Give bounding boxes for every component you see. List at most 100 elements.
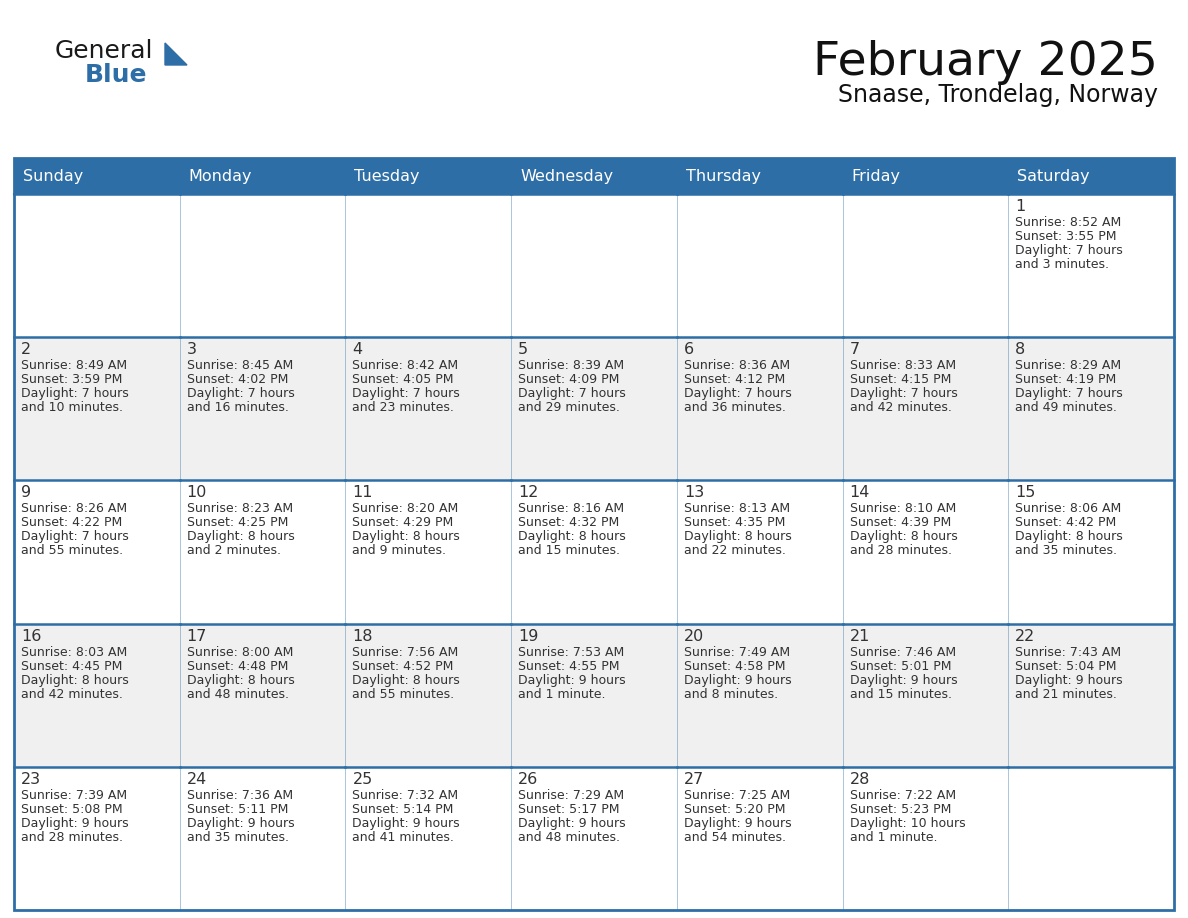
Text: Sunrise: 7:53 AM: Sunrise: 7:53 AM — [518, 645, 625, 658]
Text: 5: 5 — [518, 342, 529, 357]
Text: Sunrise: 7:29 AM: Sunrise: 7:29 AM — [518, 789, 624, 801]
Text: 9: 9 — [21, 486, 31, 500]
Text: Daylight: 10 hours: Daylight: 10 hours — [849, 817, 965, 830]
Text: Sunrise: 7:39 AM: Sunrise: 7:39 AM — [21, 789, 127, 801]
Text: Snaase, Trondelag, Norway: Snaase, Trondelag, Norway — [838, 83, 1158, 107]
Text: Daylight: 9 hours: Daylight: 9 hours — [684, 674, 791, 687]
Text: Sunset: 4:32 PM: Sunset: 4:32 PM — [518, 517, 619, 530]
Text: Sunrise: 7:49 AM: Sunrise: 7:49 AM — [684, 645, 790, 658]
Bar — [14, 158, 179, 194]
Text: Daylight: 7 hours: Daylight: 7 hours — [21, 387, 128, 400]
Text: and 2 minutes.: and 2 minutes. — [187, 544, 280, 557]
Text: Daylight: 9 hours: Daylight: 9 hours — [187, 817, 295, 830]
Text: 18: 18 — [353, 629, 373, 644]
Text: Sunset: 4:35 PM: Sunset: 4:35 PM — [684, 517, 785, 530]
Bar — [842, 158, 1009, 194]
Text: Monday: Monday — [189, 169, 252, 184]
Text: Sunrise: 8:13 AM: Sunrise: 8:13 AM — [684, 502, 790, 515]
Text: Daylight: 8 hours: Daylight: 8 hours — [684, 531, 791, 543]
Bar — [842, 337, 1009, 480]
Text: 8: 8 — [1016, 342, 1025, 357]
Polygon shape — [165, 43, 187, 65]
Bar — [179, 158, 346, 194]
Text: Daylight: 9 hours: Daylight: 9 hours — [353, 817, 460, 830]
Text: and 35 minutes.: and 35 minutes. — [1016, 544, 1117, 557]
Bar — [1009, 194, 1174, 337]
Text: Sunset: 4:22 PM: Sunset: 4:22 PM — [21, 517, 122, 530]
Text: 7: 7 — [849, 342, 860, 357]
Text: and 3 minutes.: and 3 minutes. — [1016, 258, 1110, 271]
Text: and 28 minutes.: and 28 minutes. — [849, 544, 952, 557]
Text: Sunrise: 7:46 AM: Sunrise: 7:46 AM — [849, 645, 955, 658]
Text: Daylight: 8 hours: Daylight: 8 hours — [21, 674, 128, 687]
Text: Sunday: Sunday — [23, 169, 83, 184]
Bar — [842, 623, 1009, 767]
Text: Sunrise: 7:43 AM: Sunrise: 7:43 AM — [1016, 645, 1121, 658]
Text: Sunrise: 8:03 AM: Sunrise: 8:03 AM — [21, 645, 127, 658]
Bar — [346, 194, 511, 337]
Text: Sunrise: 8:26 AM: Sunrise: 8:26 AM — [21, 502, 127, 515]
Text: Daylight: 8 hours: Daylight: 8 hours — [187, 531, 295, 543]
Text: and 16 minutes.: and 16 minutes. — [187, 401, 289, 414]
Text: 20: 20 — [684, 629, 704, 644]
Text: 22: 22 — [1016, 629, 1036, 644]
Text: Daylight: 8 hours: Daylight: 8 hours — [518, 531, 626, 543]
Text: Sunset: 4:39 PM: Sunset: 4:39 PM — [849, 517, 950, 530]
Text: and 21 minutes.: and 21 minutes. — [1016, 688, 1117, 700]
Text: Sunset: 5:04 PM: Sunset: 5:04 PM — [1016, 660, 1117, 673]
Text: 1: 1 — [1016, 199, 1025, 214]
Bar — [179, 194, 346, 337]
Text: Daylight: 8 hours: Daylight: 8 hours — [849, 531, 958, 543]
Text: Daylight: 7 hours: Daylight: 7 hours — [187, 387, 295, 400]
Text: February 2025: February 2025 — [813, 40, 1158, 85]
Bar — [677, 623, 842, 767]
Text: and 15 minutes.: and 15 minutes. — [518, 544, 620, 557]
Text: Sunset: 4:19 PM: Sunset: 4:19 PM — [1016, 374, 1117, 386]
Text: 10: 10 — [187, 486, 207, 500]
Text: Sunset: 4:45 PM: Sunset: 4:45 PM — [21, 660, 122, 673]
Text: 23: 23 — [21, 772, 42, 787]
Bar — [677, 337, 842, 480]
Text: Daylight: 8 hours: Daylight: 8 hours — [1016, 531, 1123, 543]
Text: Sunset: 5:14 PM: Sunset: 5:14 PM — [353, 803, 454, 816]
Text: Daylight: 9 hours: Daylight: 9 hours — [849, 674, 958, 687]
Text: and 1 minute.: and 1 minute. — [849, 831, 937, 844]
Text: 4: 4 — [353, 342, 362, 357]
Text: 17: 17 — [187, 629, 207, 644]
Text: Sunrise: 8:33 AM: Sunrise: 8:33 AM — [849, 359, 955, 372]
Text: 24: 24 — [187, 772, 207, 787]
Text: Sunrise: 7:22 AM: Sunrise: 7:22 AM — [849, 789, 955, 801]
Text: 26: 26 — [518, 772, 538, 787]
Text: and 9 minutes.: and 9 minutes. — [353, 544, 447, 557]
Text: Thursday: Thursday — [685, 169, 760, 184]
Text: 11: 11 — [353, 486, 373, 500]
Text: Saturday: Saturday — [1017, 169, 1089, 184]
Bar — [346, 158, 511, 194]
Text: Sunset: 4:52 PM: Sunset: 4:52 PM — [353, 660, 454, 673]
Bar — [179, 480, 346, 623]
Bar — [511, 480, 677, 623]
Text: Sunrise: 8:00 AM: Sunrise: 8:00 AM — [187, 645, 293, 658]
Text: Daylight: 7 hours: Daylight: 7 hours — [1016, 387, 1123, 400]
Text: Sunrise: 8:10 AM: Sunrise: 8:10 AM — [849, 502, 956, 515]
Text: Daylight: 7 hours: Daylight: 7 hours — [21, 531, 128, 543]
Text: Daylight: 8 hours: Daylight: 8 hours — [353, 674, 460, 687]
Text: Sunset: 4:58 PM: Sunset: 4:58 PM — [684, 660, 785, 673]
Text: Sunset: 4:15 PM: Sunset: 4:15 PM — [849, 374, 950, 386]
Text: Sunrise: 7:36 AM: Sunrise: 7:36 AM — [187, 789, 292, 801]
Bar — [14, 337, 179, 480]
Text: 13: 13 — [684, 486, 704, 500]
Text: Sunset: 4:12 PM: Sunset: 4:12 PM — [684, 374, 785, 386]
Text: Daylight: 9 hours: Daylight: 9 hours — [1016, 674, 1123, 687]
Text: Sunset: 5:17 PM: Sunset: 5:17 PM — [518, 803, 620, 816]
Text: and 15 minutes.: and 15 minutes. — [849, 688, 952, 700]
Text: Sunrise: 8:49 AM: Sunrise: 8:49 AM — [21, 359, 127, 372]
Text: and 42 minutes.: and 42 minutes. — [21, 688, 122, 700]
Text: 3: 3 — [187, 342, 197, 357]
Text: Sunrise: 8:20 AM: Sunrise: 8:20 AM — [353, 502, 459, 515]
Text: Sunset: 3:59 PM: Sunset: 3:59 PM — [21, 374, 122, 386]
Text: and 49 minutes.: and 49 minutes. — [1016, 401, 1117, 414]
Text: Sunset: 5:01 PM: Sunset: 5:01 PM — [849, 660, 952, 673]
Text: Sunrise: 7:56 AM: Sunrise: 7:56 AM — [353, 645, 459, 658]
Bar — [1009, 767, 1174, 910]
